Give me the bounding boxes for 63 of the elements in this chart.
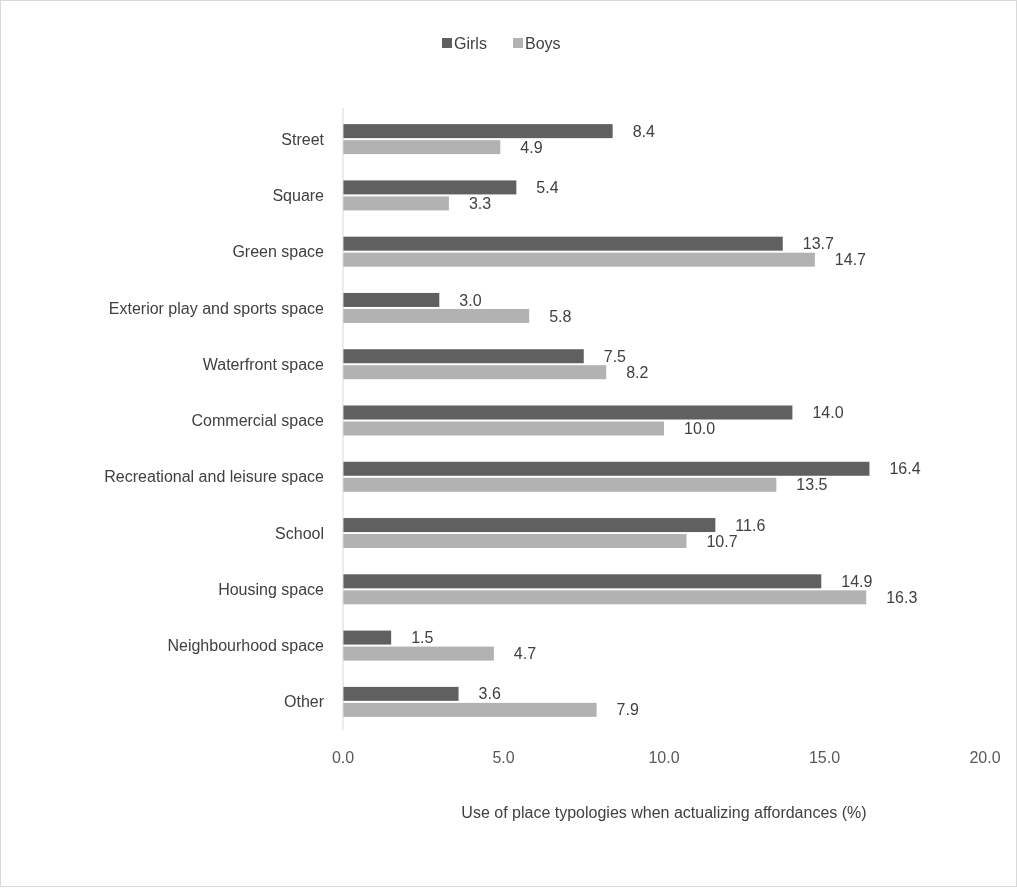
bar [343, 349, 584, 364]
y-tick-label: Waterfront space [202, 355, 325, 373]
bar [343, 702, 597, 717]
y-tick-label: Square [272, 187, 325, 205]
bar [343, 236, 783, 251]
data-label: 8.2 [626, 363, 649, 381]
data-label: 5.4 [536, 179, 559, 197]
data-label: 13.7 [802, 235, 835, 253]
data-label: 8.4 [632, 122, 655, 140]
bar [343, 252, 815, 267]
bar [343, 518, 716, 533]
data-label: 10.7 [706, 532, 738, 550]
data-label: 1.5 [411, 629, 434, 647]
bar [343, 365, 607, 380]
data-label: 5.8 [549, 307, 572, 325]
y-tick-label: School [275, 524, 324, 542]
bar [343, 140, 501, 155]
bar [343, 292, 440, 307]
y-tick-label: Commercial space [191, 412, 325, 430]
data-label: 16.3 [886, 588, 918, 606]
y-tick-label: Neighbourhood space [167, 637, 325, 655]
data-label: 10.0 [684, 420, 716, 438]
bar [343, 421, 664, 436]
data-label: 13.5 [796, 476, 828, 494]
x-tick-label: 5.0 [492, 748, 515, 766]
data-label: 14.0 [812, 404, 844, 422]
y-tick-label: Other [283, 693, 325, 711]
legend-label: Boys [525, 34, 561, 52]
bar [343, 574, 822, 589]
x-tick-label: 10.0 [648, 748, 680, 766]
y-tick-label: Green space [232, 243, 325, 261]
bar [343, 686, 459, 701]
legend-label: Girls [454, 34, 487, 52]
bar [343, 590, 867, 605]
data-label: 3.6 [478, 685, 501, 703]
bar [343, 477, 777, 492]
bar [343, 405, 793, 420]
y-tick-label: Exterior play and sports space [108, 299, 325, 317]
bar [343, 630, 392, 645]
bar [343, 180, 517, 195]
data-label: 4.7 [513, 645, 537, 663]
data-label: 16.4 [889, 460, 921, 478]
data-label: 3.0 [459, 291, 482, 309]
bar [343, 534, 687, 549]
y-tick-label: Recreational and leisure space [104, 468, 325, 486]
bar [343, 196, 449, 211]
bar [343, 124, 613, 139]
y-tick-label: Street [281, 130, 325, 148]
x-axis-title: Use of place typologies when actualizing affordances (%) [461, 803, 867, 821]
bar [343, 308, 530, 323]
y-tick-label: Housing space [218, 580, 325, 598]
x-tick-label: 0.0 [331, 748, 355, 766]
data-label: 4.9 [520, 138, 543, 156]
bar [343, 646, 494, 661]
data-label: 7.9 [616, 701, 639, 719]
data-label: 14.9 [841, 572, 873, 590]
x-tick-label: 15.0 [808, 748, 841, 766]
data-label: 11.6 [735, 516, 766, 534]
data-label: 7.5 [603, 347, 627, 365]
data-label: 14.7 [834, 251, 867, 269]
bar [343, 461, 870, 476]
data-label: 3.3 [468, 195, 492, 213]
x-tick-label: 20.0 [969, 748, 1001, 766]
